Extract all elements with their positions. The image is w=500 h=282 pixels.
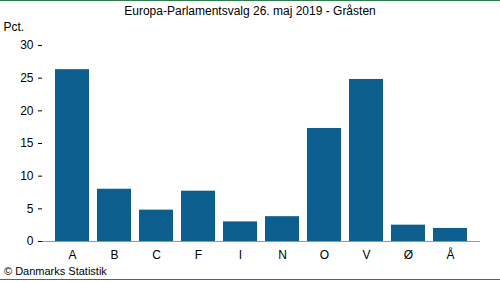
- svg-text:Å: Å: [446, 247, 454, 262]
- svg-text:V: V: [362, 248, 370, 262]
- svg-text:A: A: [68, 248, 76, 262]
- svg-text:F: F: [195, 248, 202, 262]
- svg-text:10: 10: [20, 169, 34, 183]
- svg-text:Pct.: Pct.: [4, 20, 25, 34]
- svg-text:25: 25: [20, 71, 34, 85]
- svg-text:C: C: [152, 248, 161, 262]
- svg-text:O: O: [320, 248, 329, 262]
- svg-text:I: I: [239, 248, 242, 262]
- html-text:© Danmarks Statistik: © Danmarks Statistik: [4, 265, 107, 277]
- svg-text:Ø: Ø: [404, 248, 413, 262]
- svg-text:20: 20: [20, 104, 34, 118]
- svg-text:N: N: [278, 248, 287, 262]
- svg-text:30: 30: [20, 38, 34, 52]
- svg-text:B: B: [110, 248, 118, 262]
- svg-text:0: 0: [27, 234, 34, 248]
- svg-text:5: 5: [27, 202, 34, 216]
- svg-text:15: 15: [20, 136, 34, 150]
- html-text:Europa-Parlamentsvalg 26. maj: Europa-Parlamentsvalg 26. maj 2019 - Grå…: [124, 4, 376, 18]
